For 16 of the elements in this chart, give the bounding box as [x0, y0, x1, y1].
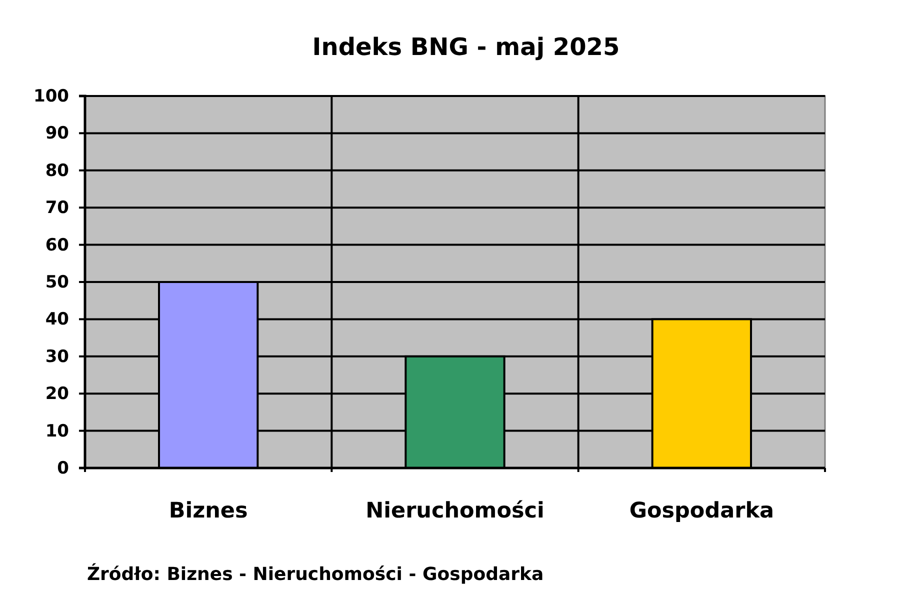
y-tick-label: 30	[45, 346, 70, 367]
text: Źródło: Biznes - Nieruchomości - Gospodarka	[87, 563, 544, 585]
x-tick-label: Gospodarka	[629, 498, 774, 524]
y-tick-label: 100	[34, 86, 70, 106]
y-tick-label: 10	[45, 421, 70, 442]
y-tick-label: 50	[45, 272, 70, 292]
y-tick-label: 70	[45, 198, 70, 218]
y-tick-label: 60	[45, 235, 70, 256]
y-tick-label: 0	[57, 458, 70, 478]
chart-title: Indeks BNG - maj 2025	[312, 33, 620, 61]
x-tick-label: Nieruchomości	[366, 498, 544, 524]
y-tick-label: 20	[45, 384, 70, 404]
y-tick-label: 80	[45, 160, 70, 181]
x-tick-label: Biznes	[168, 498, 248, 524]
y-tick-label: 40	[45, 310, 70, 330]
y-tick-label: 90	[45, 124, 70, 144]
